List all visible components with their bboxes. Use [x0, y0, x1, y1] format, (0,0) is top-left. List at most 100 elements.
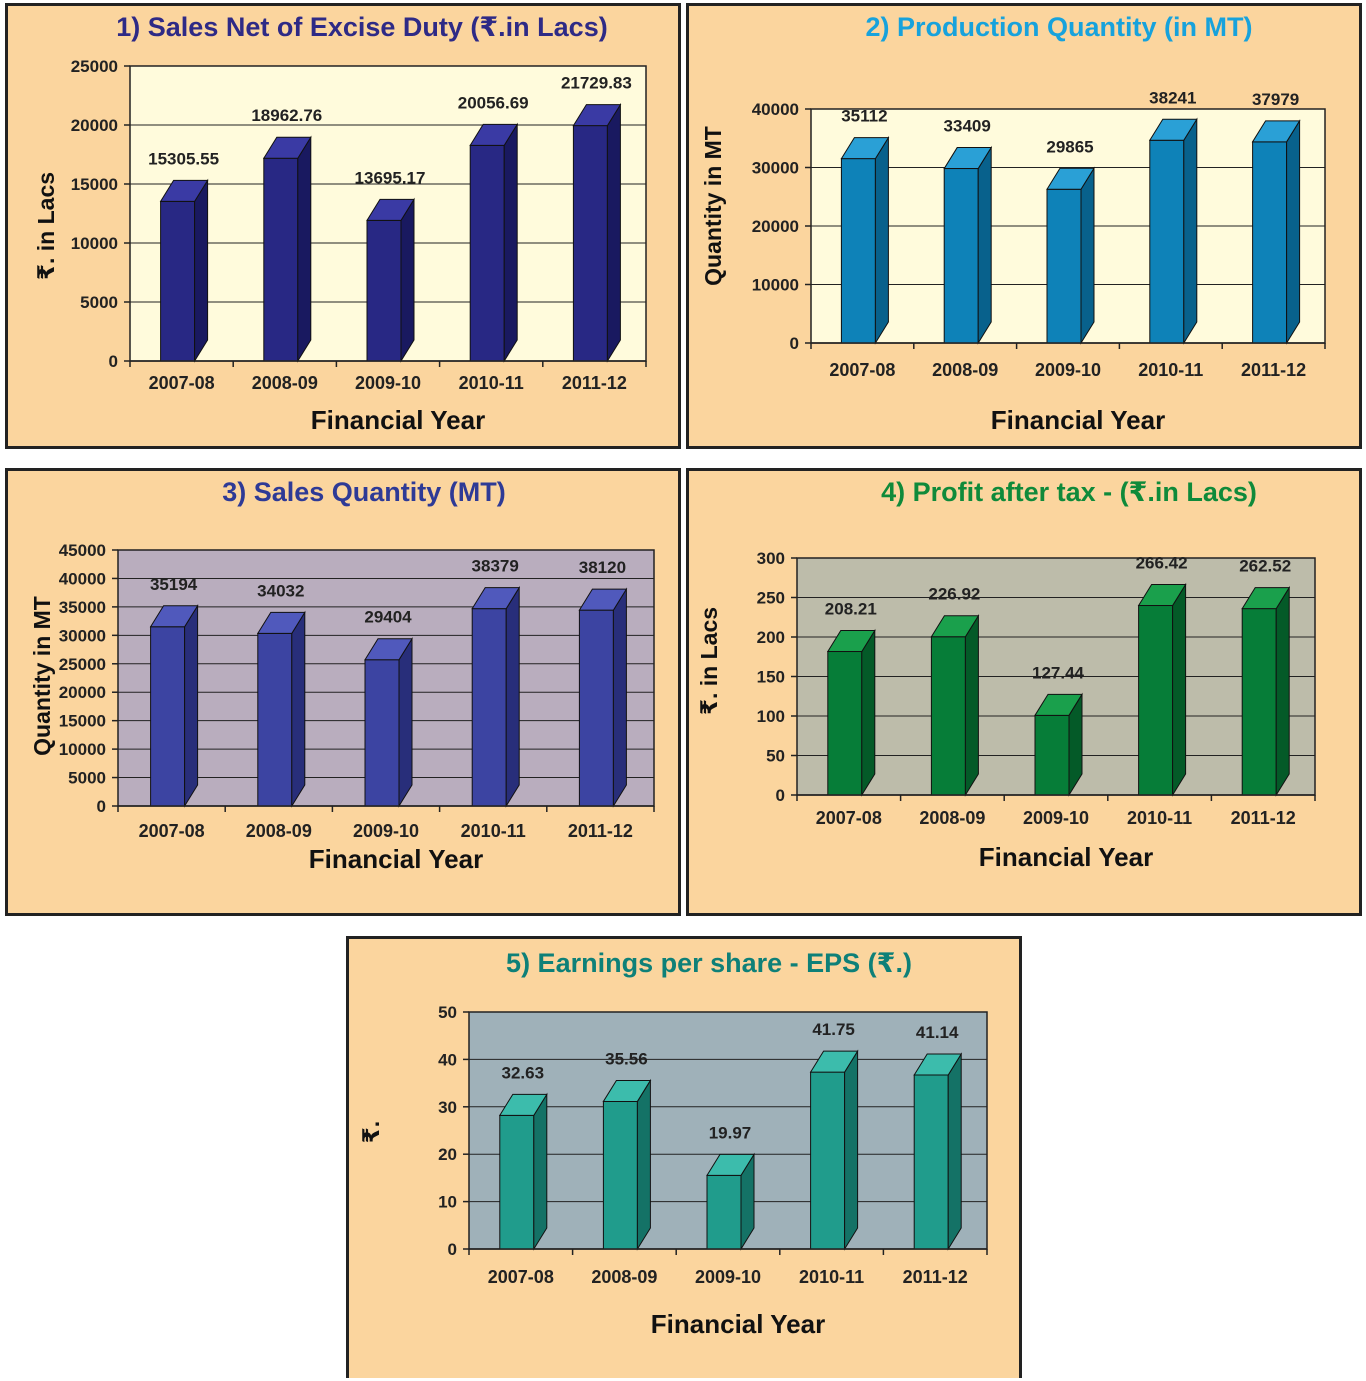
y-tick-label: 25000 [59, 655, 106, 674]
bar-top [469, 123, 519, 146]
bar-side [503, 122, 518, 363]
bar-front [943, 168, 979, 344]
x-tick-label: 2010-11 [1138, 360, 1203, 380]
bar [1241, 585, 1291, 797]
x-tick-label: 2010-11 [461, 821, 526, 841]
x-tick-label: 2011-12 [1231, 808, 1296, 828]
bar-side [1172, 582, 1187, 797]
bar-side [1183, 117, 1198, 345]
bar [572, 102, 622, 363]
y-tick-label: 35000 [59, 598, 106, 617]
data-label: 33409 [944, 117, 991, 136]
bar-top [364, 638, 413, 661]
bar-top [256, 611, 306, 634]
bar-side [184, 604, 199, 808]
y-tick-label: 40000 [59, 569, 106, 588]
y-tick-label: 50 [438, 1003, 457, 1022]
x-tick-label: 2009-10 [1035, 360, 1101, 380]
bar-top [578, 588, 628, 611]
y-tick-label: 50 [766, 747, 785, 766]
x-tick-label: 2011-12 [568, 821, 633, 841]
bar-side [636, 1078, 651, 1251]
y-tick-label: 5000 [68, 769, 106, 788]
data-label: 35.56 [605, 1049, 648, 1068]
x-tick-label: 2010-11 [459, 373, 524, 393]
bar-front [602, 1100, 638, 1250]
bar-front [150, 626, 186, 807]
bar-side [612, 587, 627, 808]
data-label: 35112 [841, 107, 887, 126]
data-label: 266.42 [1136, 554, 1188, 573]
bar [469, 122, 519, 363]
bar-front [810, 1071, 846, 1250]
y-tick-label: 0 [97, 797, 106, 816]
x-tick-label: 2009-10 [353, 821, 419, 841]
bar-top [366, 198, 415, 221]
data-label: 41.75 [812, 1020, 855, 1039]
data-label: 19.97 [709, 1123, 752, 1142]
x-tick-label: 2010-11 [1127, 808, 1192, 828]
y-tick-label: 30000 [752, 159, 799, 178]
x-tick-label: 2011-12 [1241, 360, 1306, 380]
bar-top [826, 630, 876, 653]
bar-top [913, 1053, 963, 1076]
bar-side [1286, 119, 1301, 345]
bar [1251, 119, 1301, 345]
bar [1148, 117, 1198, 345]
bar-top [572, 104, 622, 127]
bar-side [977, 145, 992, 345]
y-tick-label: 10 [438, 1193, 457, 1212]
y-tick-label: 20000 [752, 217, 799, 236]
bar [471, 585, 521, 808]
bar-front [1138, 605, 1174, 796]
bar-top [1241, 587, 1291, 610]
bar-top [1251, 120, 1301, 143]
bar-side [844, 1049, 859, 1251]
data-label: 29865 [1046, 137, 1093, 156]
x-tick-label: 2010-11 [799, 1267, 864, 1287]
bar-side [400, 197, 415, 363]
bar [159, 178, 209, 363]
y-tick-label: 20 [438, 1145, 457, 1164]
x-tick-label: 2009-10 [1023, 808, 1089, 828]
bar-top [943, 147, 993, 170]
y-axis-title: ₹. in Lacs [33, 172, 59, 280]
bar-side [291, 610, 306, 808]
bar-front [578, 609, 614, 807]
bar-front [572, 125, 608, 362]
data-label: 38379 [472, 557, 519, 576]
x-axis-title: Financial Year [979, 842, 1153, 872]
x-tick-label: 2007-08 [488, 1267, 554, 1287]
data-label: 32.63 [502, 1063, 545, 1082]
data-label: 20056.69 [458, 93, 529, 112]
bar-front [1046, 188, 1082, 344]
x-tick-label: 2008-09 [932, 360, 998, 380]
y-tick-label: 25000 [71, 57, 118, 76]
bar-front [469, 144, 505, 362]
y-axis-title: ₹. in Lacs [696, 607, 722, 715]
bar-side [947, 1052, 962, 1251]
x-tick-label: 2007-08 [139, 821, 205, 841]
bar-top [602, 1079, 652, 1102]
data-label: 38241 [1149, 88, 1196, 107]
data-label: 34032 [257, 581, 304, 600]
bar-front [930, 636, 966, 796]
y-tick-label: 0 [109, 352, 118, 371]
x-axis-title: Financial Year [651, 1309, 825, 1339]
bar-front [160, 200, 196, 362]
chart-panel-sales-quantity: 3) Sales Quantity (MT) 0 5000 10000 15000 200… [5, 468, 681, 916]
x-tick-label: 2009-10 [355, 373, 421, 393]
x-tick-label: 2007-08 [829, 360, 895, 380]
chart-panel-sales-net: 1) Sales Net of Excise Duty (₹.in Lacs) 0… [5, 3, 681, 449]
x-axis-title: Financial Year [311, 405, 485, 435]
bar-front [706, 1174, 742, 1250]
bar-front [257, 632, 293, 807]
chart-production-quantity: 2) Production Quantity (in MT) 0 10000 2000… [700, 12, 1326, 435]
bar-side [505, 585, 520, 808]
x-tick-label: 2011-12 [562, 373, 627, 393]
bar-top [840, 137, 890, 160]
x-tick-label: 2007-08 [149, 373, 215, 393]
y-tick-label: 15000 [71, 175, 118, 194]
bar-top [809, 1050, 859, 1073]
bar [256, 610, 306, 808]
